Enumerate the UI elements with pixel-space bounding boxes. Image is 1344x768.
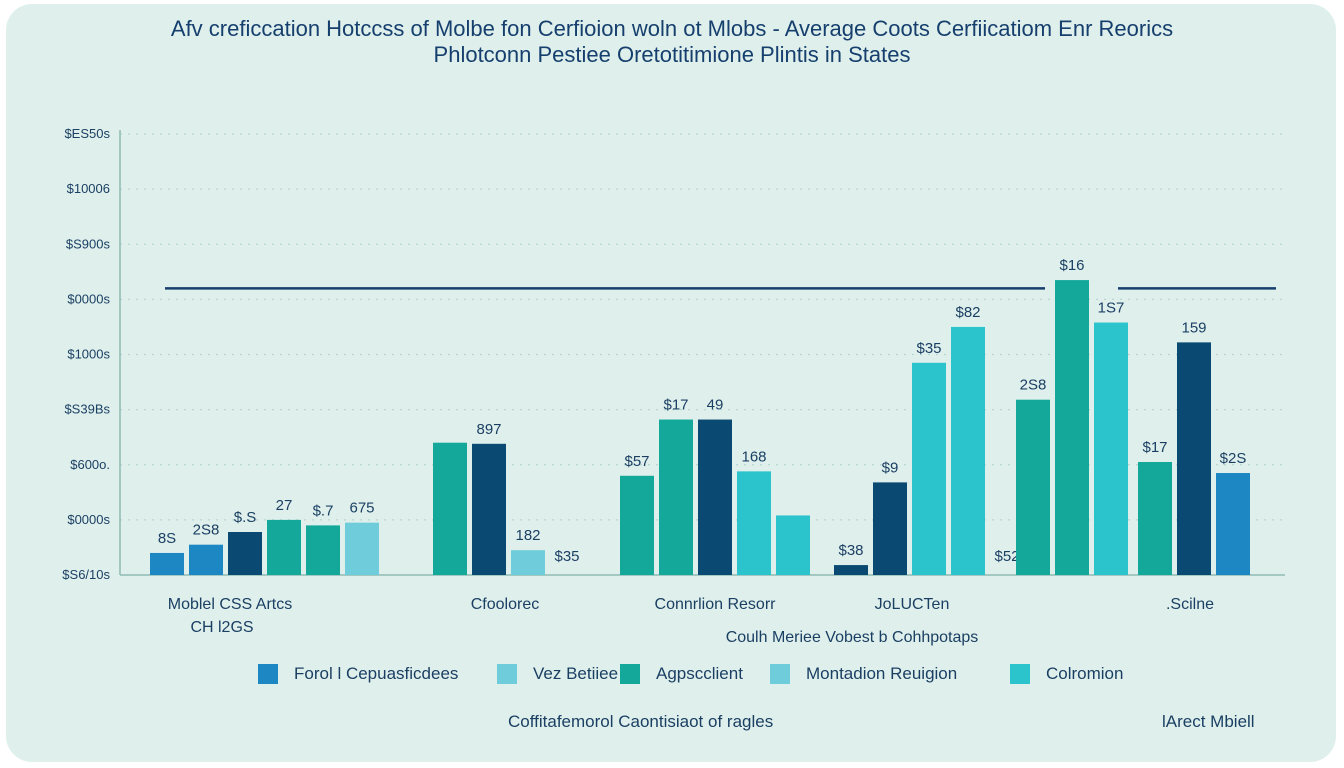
- bar-g4-b3: [912, 362, 946, 575]
- data-label-g6-b3: $2S: [1220, 450, 1247, 467]
- data-label-g1-b4: 27: [276, 497, 293, 514]
- bar-g6-b3: [1216, 473, 1250, 575]
- bar-g1-b5: [306, 525, 340, 575]
- data-label-g4-b2: $9: [882, 459, 899, 476]
- chart-title: Afv creficcation Hotccss of Molbe fon Ce…: [170, 16, 1174, 41]
- y-tick-label-3: $S39Bs: [64, 402, 110, 417]
- bar-g1-b4: [267, 519, 301, 575]
- bar-g1-b3: [228, 532, 262, 575]
- y-tick-label-5: $0000s: [67, 291, 110, 306]
- bar-g2-b3: [511, 550, 545, 575]
- legend: Forol l Cepuasficdees Vez Betiiee Agpscc…: [0, 662, 1344, 688]
- y-tick-label-2: $600o.: [70, 457, 110, 472]
- bar-g3-b5: [776, 515, 810, 575]
- data-label-g2-b2: 897: [476, 421, 501, 438]
- data-label-g5-b1: 2S8: [1020, 377, 1047, 394]
- bar-g1-b1: [150, 552, 184, 575]
- bar-g2-b1: [433, 442, 467, 575]
- bar-g3-b1: [620, 475, 654, 575]
- data-label-g2-b3: 182: [515, 527, 540, 544]
- category-label-4: JoLUCTen: [875, 596, 950, 613]
- legend-label-4: Montadion Reuigion: [806, 664, 958, 683]
- data-label-g1-b1: 8S: [158, 530, 176, 547]
- y-tick-label-1: $0000s: [67, 512, 110, 527]
- category-label-1: Moblel CSS Artcs: [168, 596, 292, 613]
- y-tick-label-0: $S6/10s: [62, 567, 110, 582]
- data-label-g6-b2: 159: [1181, 319, 1206, 336]
- x-axis-label: Coulh Meriee Vobest b Cohhpotaps: [726, 629, 979, 646]
- legend-swatch-2: [497, 664, 517, 684]
- category-label-1-line2: CH l2GS: [190, 619, 253, 636]
- bar-g3-b3: [698, 419, 732, 575]
- bar-g1-b2: [189, 544, 223, 575]
- y-tick-label-4: $1000s: [67, 347, 110, 362]
- data-label-g3-b3: 49: [707, 397, 724, 414]
- data-label-g5-b3: 1S7: [1098, 300, 1125, 317]
- data-label-g5-b2: $16: [1059, 257, 1084, 274]
- footer-caption: Coffitafemorol Caontisiaot of ragles: [508, 712, 774, 731]
- data-label-g3-b2: $17: [663, 397, 688, 414]
- legend-label-2: Vez Betiiee: [533, 664, 619, 683]
- legend-label-1: Forol l Cepuasficdees: [294, 664, 459, 683]
- legend-label-3: Agpscclient: [656, 664, 743, 683]
- bar-g5-b2: [1055, 280, 1089, 575]
- data-label-g1-b5: $.7: [313, 502, 334, 519]
- legend-swatch-1: [258, 664, 278, 684]
- bar-g6-b2: [1177, 342, 1211, 575]
- data-label-g2-b4: $35: [554, 548, 579, 565]
- data-label-g4-b5: $52: [994, 548, 1019, 565]
- data-label-g3-b1: $57: [624, 453, 649, 470]
- category-label-3: Connrlion Resorr: [655, 596, 777, 613]
- chart-subtitle: Phlotconn Pestiee Oretotitimione Plintis…: [433, 42, 911, 67]
- legend-label-5: Colromion: [1046, 664, 1124, 683]
- bar-g3-b2: [659, 419, 693, 575]
- bar-g1-b6: [345, 522, 379, 575]
- footer-brand: lArect Mbiell: [1162, 712, 1255, 731]
- legend-swatch-3: [620, 664, 640, 684]
- bar-g4-b2: [873, 482, 907, 575]
- bar-g4-b1: [834, 565, 868, 575]
- bar-g4-b4: [951, 326, 985, 575]
- legend-swatch-4: [770, 664, 790, 684]
- bar-g5-b1: [1016, 399, 1050, 575]
- legend-swatch-5: [1010, 664, 1030, 684]
- category-label-2: Cfoolorec: [471, 596, 539, 613]
- bar-g5-b3: [1094, 322, 1128, 575]
- y-tick-label-8: $ES50s: [64, 126, 110, 141]
- bar-g2-b2: [472, 443, 506, 575]
- data-label-g3-b4: 168: [741, 448, 766, 465]
- data-label-g6-b1: $17: [1142, 439, 1167, 456]
- data-label-g4-b1: $38: [838, 542, 863, 559]
- bar-g3-b4: [737, 471, 771, 575]
- category-label-6: .Scilne: [1166, 596, 1214, 613]
- data-label-g1-b2: 2S8: [193, 522, 220, 539]
- data-label-g4-b4: $82: [955, 304, 980, 321]
- data-label-g1-b3: $.S: [234, 509, 257, 526]
- y-tick-label-7: $10006: [67, 181, 110, 196]
- y-tick-label-6: $S900s: [66, 236, 111, 251]
- bar-g6-b1: [1138, 461, 1172, 575]
- data-label-g4-b3: $35: [916, 340, 941, 357]
- data-label-g1-b6: 675: [349, 500, 374, 517]
